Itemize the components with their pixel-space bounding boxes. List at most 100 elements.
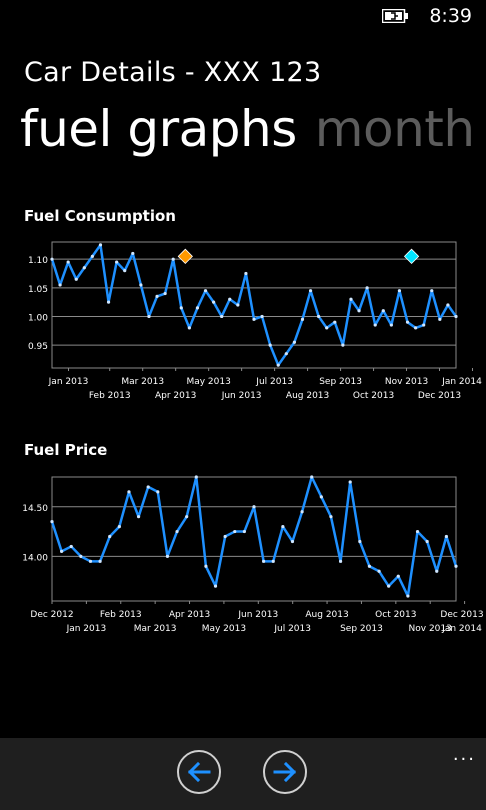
status-bar: 8:39 xyxy=(0,0,486,34)
pivot-item-month[interactable]: month xyxy=(314,100,475,158)
data-point xyxy=(156,490,160,494)
data-point xyxy=(242,529,246,534)
data-point xyxy=(276,363,280,367)
data-point xyxy=(236,303,240,307)
forward-button[interactable] xyxy=(263,750,307,794)
highlight-marker xyxy=(403,248,420,264)
x-tick-label: Apr 2013 xyxy=(169,610,210,620)
data-point xyxy=(397,289,402,293)
data-point xyxy=(444,534,448,539)
data-point xyxy=(139,283,143,287)
plot-frame xyxy=(51,476,457,602)
fuel-consumption-title: Fuel Consumption xyxy=(24,207,176,225)
more-menu-button[interactable]: ... xyxy=(452,744,476,765)
y-tick-label: 1.10 xyxy=(28,256,48,266)
x-tick-label: Jan 2013 xyxy=(48,377,89,387)
data-point xyxy=(155,294,159,299)
data-point xyxy=(308,289,313,293)
data-point xyxy=(405,320,410,324)
data-point xyxy=(260,314,264,319)
data-point xyxy=(74,277,78,281)
data-point xyxy=(454,314,458,319)
x-tick-label: Dec 2013 xyxy=(440,610,483,620)
fuel-price-chart: 14.00 14.50 Dec 2012 Jan 2013 Feb 2013 Mar 20… xyxy=(22,475,484,634)
x-tick-label: Jul 2013 xyxy=(255,377,293,387)
data-point xyxy=(69,544,73,549)
data-point xyxy=(194,475,198,479)
data-point xyxy=(396,574,400,578)
x-tick-label: Mar 2013 xyxy=(121,377,164,387)
data-point xyxy=(389,323,393,327)
data-point xyxy=(446,303,450,307)
data-point xyxy=(430,289,434,293)
data-point xyxy=(90,254,94,258)
data-point xyxy=(98,243,103,247)
data-point xyxy=(228,297,232,301)
y-tick-label: 1.00 xyxy=(28,313,48,323)
data-point xyxy=(220,314,224,319)
x-tick-label: Feb 2013 xyxy=(100,610,142,620)
data-point xyxy=(349,297,353,301)
data-point xyxy=(98,559,102,563)
x-tick-label: Sep 2013 xyxy=(340,624,383,634)
status-time: 8:39 xyxy=(429,5,472,27)
data-point xyxy=(127,490,131,494)
data-point xyxy=(82,266,86,270)
data-point xyxy=(163,291,167,296)
data-point xyxy=(414,326,418,330)
x-tick-label: Nov 2013 xyxy=(409,624,452,634)
x-tick-label: Dec 2013 xyxy=(418,391,461,401)
data-point xyxy=(262,559,266,563)
data-point xyxy=(115,260,119,264)
data-point xyxy=(406,594,410,598)
data-point xyxy=(203,289,208,293)
data-point xyxy=(195,306,200,310)
back-button[interactable] xyxy=(177,750,221,794)
data-point xyxy=(50,520,54,524)
pivot-item-fuel-graphs[interactable]: fuel graphs xyxy=(20,100,297,158)
data-point xyxy=(106,300,111,304)
data-point xyxy=(50,257,54,261)
data-point xyxy=(438,317,442,321)
data-point xyxy=(131,251,135,256)
data-point xyxy=(317,314,321,319)
data-point xyxy=(358,539,362,544)
data-point xyxy=(329,515,333,519)
x-tick-label: Jun 2013 xyxy=(237,610,278,620)
data-point xyxy=(223,534,227,539)
data-point xyxy=(422,323,426,327)
battery-charging-icon xyxy=(382,9,408,23)
arrow-left-icon xyxy=(187,762,211,782)
data-point xyxy=(284,352,288,356)
fuel-price-title: Fuel Price xyxy=(24,441,108,459)
x-tick-label: Dec 2012 xyxy=(30,610,73,620)
data-point xyxy=(271,559,275,563)
x-tick-label: Mar 2013 xyxy=(134,624,177,634)
data-point xyxy=(79,554,83,558)
data-point xyxy=(373,323,377,327)
data-point xyxy=(117,525,121,529)
data-point xyxy=(377,569,381,573)
data-point xyxy=(252,317,256,321)
y-tick-label: 14.00 xyxy=(22,553,48,563)
app-title: Car Details - XXX 123 xyxy=(24,57,322,88)
data-point xyxy=(333,320,337,324)
highlight-marker xyxy=(177,248,193,264)
app-bar: ... xyxy=(0,738,486,810)
data-point xyxy=(136,515,141,519)
x-tick-label: Jul 2013 xyxy=(273,624,311,634)
data-point xyxy=(147,314,151,319)
x-tick-label: Jan 2014 xyxy=(441,377,482,387)
arrow-right-icon xyxy=(273,762,297,782)
data-point xyxy=(165,554,170,558)
data-point xyxy=(387,584,391,588)
data-point xyxy=(338,559,343,563)
data-point xyxy=(367,564,372,568)
x-tick-label: Oct 2013 xyxy=(353,391,394,401)
data-point xyxy=(204,564,208,568)
x-tick-label: Sep 2013 xyxy=(319,377,362,387)
data-point xyxy=(381,309,385,313)
data-point xyxy=(425,539,429,544)
y-tick-label: 1.05 xyxy=(28,285,48,295)
